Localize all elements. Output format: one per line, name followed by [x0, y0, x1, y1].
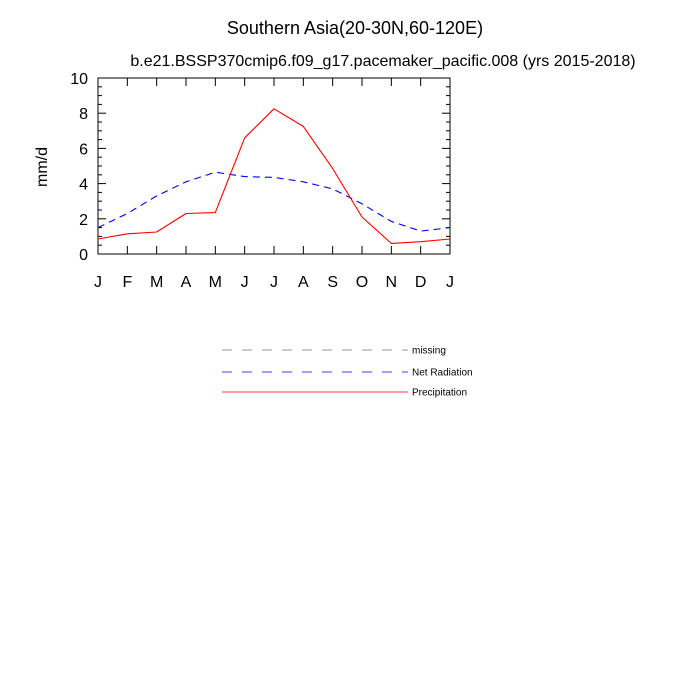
x-tick-label: N [386, 274, 398, 291]
y-axis-label: mm/d [34, 147, 51, 187]
series-line-precipitation [97, 108, 451, 244]
y-tick-label: 0 [79, 247, 88, 264]
legend-label: Precipitation [412, 388, 467, 399]
x-tick-label: J [94, 274, 102, 291]
x-tick-label: M [209, 274, 222, 291]
x-tick-label: F [122, 274, 132, 291]
y-tick-label: 2 [79, 212, 88, 229]
y-tick-label: 6 [79, 141, 88, 158]
x-tick-label: D [415, 274, 427, 291]
y-tick-label: 10 [70, 71, 88, 88]
legend-label: missing [412, 346, 446, 357]
legend-label: Net Radiation [412, 368, 473, 379]
x-tick-label: J [241, 274, 249, 291]
legend: missing Net Radiation Precipitation [222, 346, 473, 399]
series-line-net-radiation [97, 171, 451, 232]
plot-frame [97, 77, 451, 255]
x-tick-label: J [270, 274, 278, 291]
x-tick-label: A [181, 274, 192, 291]
x-tick-label: J [446, 274, 454, 291]
x-tick-label: S [327, 274, 338, 291]
x-tick-label: O [356, 274, 368, 291]
y-tick-label: 8 [79, 106, 88, 123]
chart-subtitle: b.e21.BSSP370cmip6.f09_g17.pacemaker_pac… [130, 53, 635, 70]
x-tick-label: A [298, 274, 309, 291]
x-tick-label: M [150, 274, 163, 291]
y-tick-label: 4 [79, 177, 88, 194]
chart-title: Southern Asia(20-30N,60-120E) [227, 18, 483, 38]
